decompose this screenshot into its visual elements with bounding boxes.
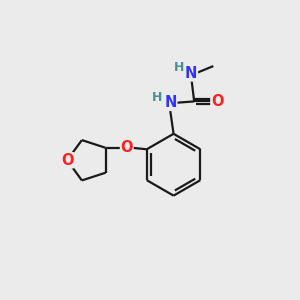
- Text: H: H: [152, 91, 162, 104]
- Text: H: H: [174, 61, 184, 74]
- Text: N: N: [185, 66, 197, 81]
- Text: O: O: [61, 153, 74, 168]
- Text: O: O: [211, 94, 224, 109]
- Text: O: O: [121, 140, 133, 155]
- Text: N: N: [164, 95, 177, 110]
